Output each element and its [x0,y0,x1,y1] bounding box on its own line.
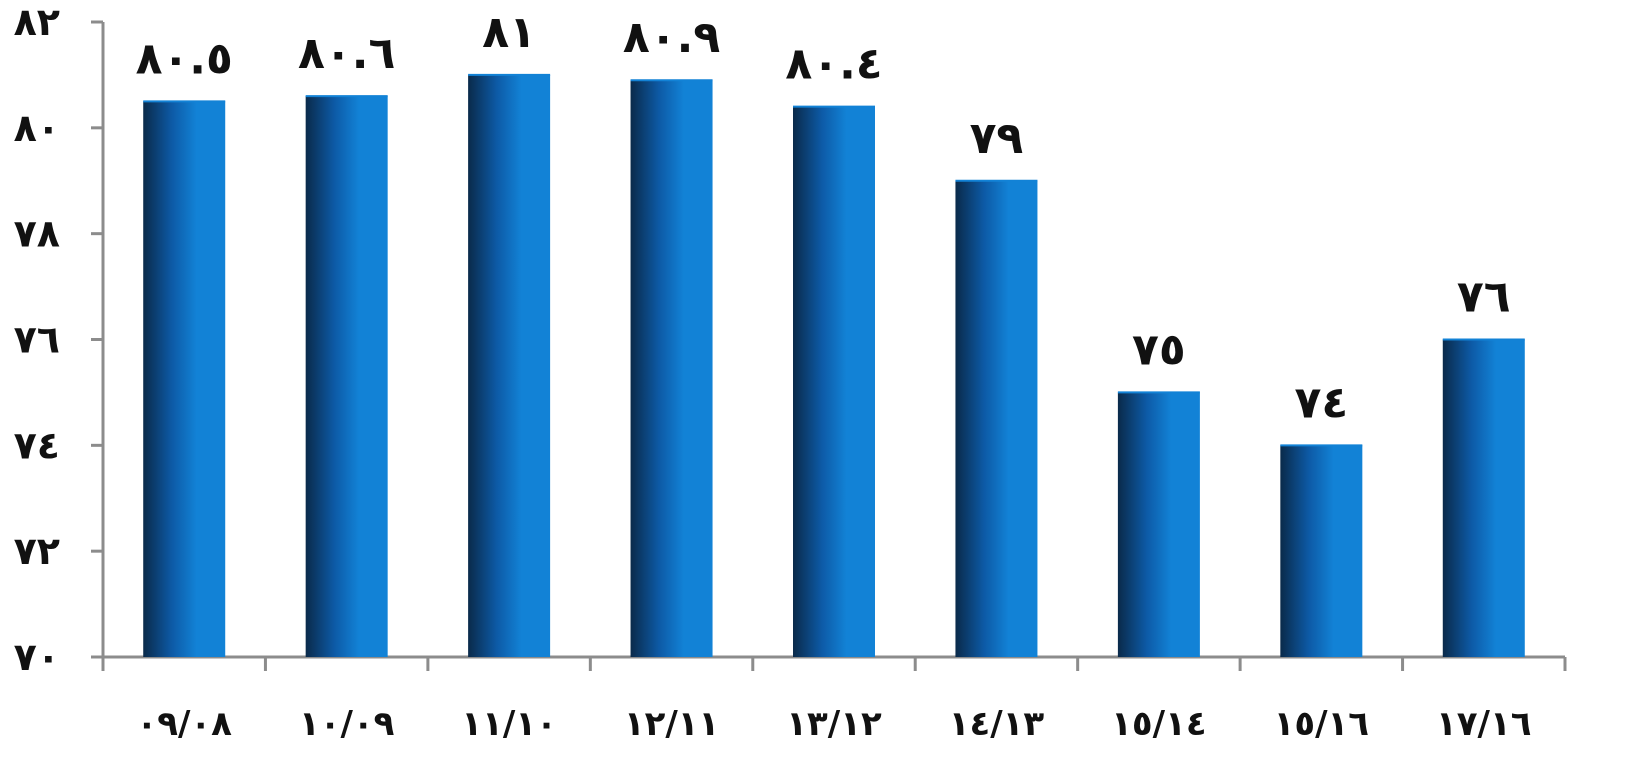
data-label: ٨٠.٦ [298,28,395,79]
x-tick-label: ١٥/١٦ [1274,704,1369,744]
y-tick-label: ٧٤ [14,423,60,467]
x-tick-label: ١٧/١٦ [1436,704,1531,744]
bar [793,106,875,657]
data-label: ٧٤ [1294,377,1348,428]
bar [1280,445,1363,657]
x-tick-label: ٠٩/٠٨ [137,704,233,744]
bar [955,180,1038,657]
bar [468,74,551,657]
x-tick-label: ١٥/١٤ [1111,704,1206,744]
data-label: ٧٦ [1457,272,1511,323]
y-tick-label: ٧٨ [14,212,60,256]
y-tick-label: ٧٢ [14,529,60,573]
y-tick-label: ٧٦ [14,318,60,362]
bar [1442,339,1525,657]
x-tick-label: ١٤/١٣ [949,704,1045,744]
y-tick-label: ٧٠ [14,635,60,679]
bar [305,96,388,658]
data-label: ٧٥ [1132,324,1186,375]
bar [630,80,713,658]
bar [143,101,226,657]
y-tick-label: ٨٢ [14,0,60,44]
data-label: ٨٠.٩ [623,12,720,63]
bar [1117,392,1200,657]
data-label: ٨٠.٥ [136,33,233,84]
plot-area: ٧٠ ٧٢ ٧٤ ٧٦ ٧٨ ٨٠ ٨٢ ٨٠.٥ ٠٩/٠٨ ٨٠.٦ ١٠/٠٩ ٨١ ١١/١٠ ٨… [14,0,1567,744]
data-label: ٨١ [482,7,536,58]
y-tick-label: ٨٠ [14,106,60,150]
x-tick-label: ١٢/١١ [624,704,719,744]
x-tick-label: ١٣/١٢ [786,704,882,744]
x-tick-label: ١١/١٠ [461,704,556,744]
data-label: ٧٩ [970,113,1024,164]
x-tick-label: ١٠/٠٩ [299,704,395,744]
data-label: ٨٠.٤ [785,39,882,90]
